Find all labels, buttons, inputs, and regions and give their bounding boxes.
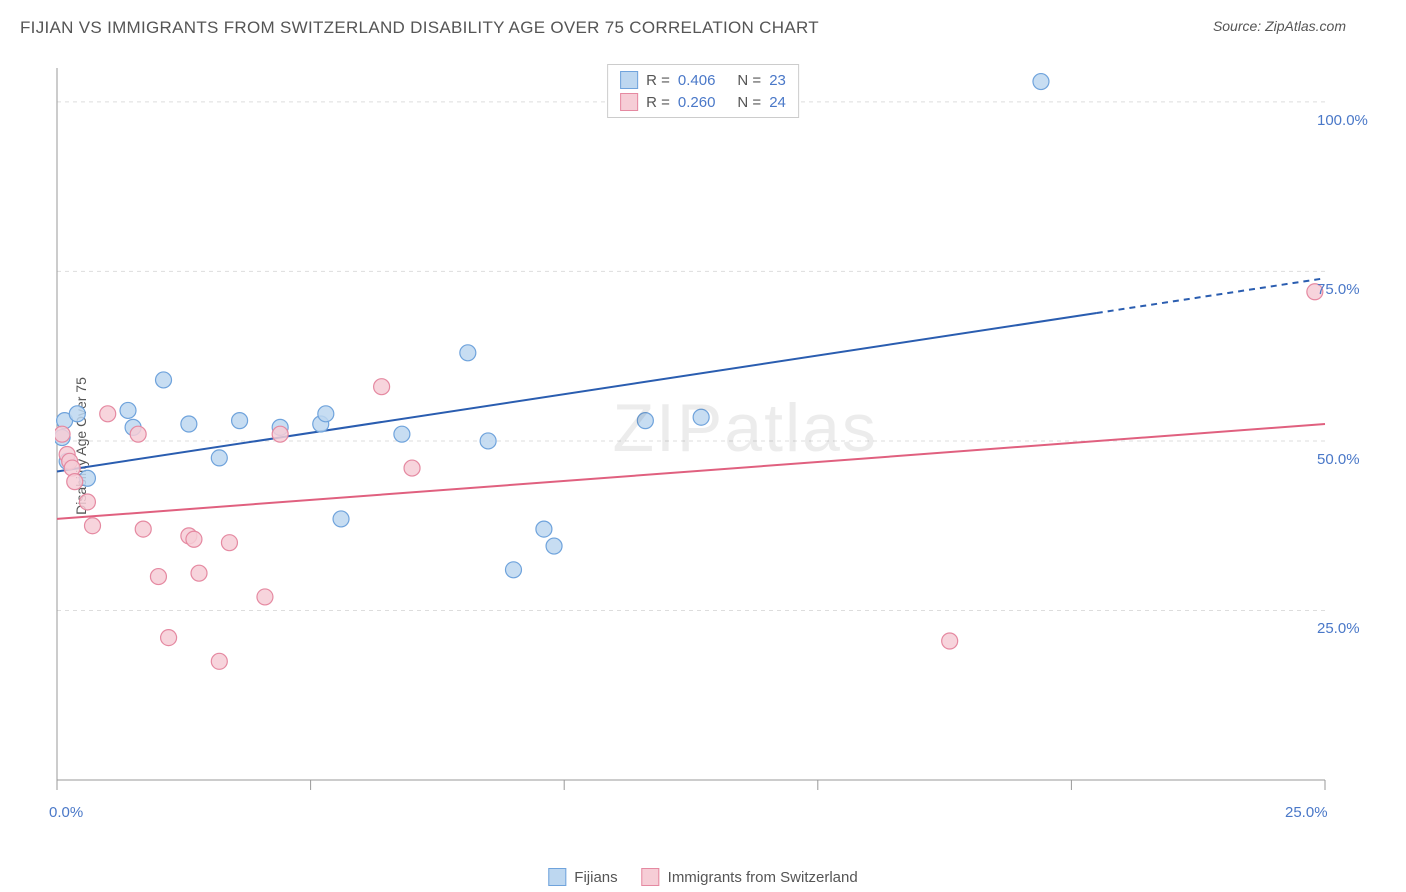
legend-n-value: 24 xyxy=(769,94,786,111)
legend-series-label: Immigrants from Switzerland xyxy=(668,869,858,886)
source-prefix: Source: xyxy=(1213,18,1265,34)
legend-correlation-box: R = 0.406 N = 23 R = 0.260 N = 24 xyxy=(607,64,799,118)
legend-r-label: R = xyxy=(646,72,670,89)
legend-r-value: 0.406 xyxy=(678,72,716,89)
legend-swatch xyxy=(642,868,660,886)
x-tick-label: 25.0% xyxy=(1285,804,1328,821)
legend-swatch xyxy=(620,71,638,89)
legend-n-label: N = xyxy=(737,72,761,89)
y-tick-label: 75.0% xyxy=(1317,281,1360,298)
chart-area xyxy=(55,60,1385,820)
legend-series: Fijians Immigrants from Switzerland xyxy=(548,868,857,886)
source-attribution: Source: ZipAtlas.com xyxy=(1213,18,1386,34)
legend-series-item: Fijians xyxy=(548,868,617,886)
source-name: ZipAtlas.com xyxy=(1265,18,1346,34)
y-tick-label: 100.0% xyxy=(1317,112,1368,129)
legend-swatch xyxy=(620,93,638,111)
legend-n-value: 23 xyxy=(769,72,786,89)
scatter-plot xyxy=(55,60,1385,820)
legend-r-label: R = xyxy=(646,94,670,111)
legend-correlation-row: R = 0.406 N = 23 xyxy=(620,69,786,91)
x-tick-label: 0.0% xyxy=(49,804,83,821)
legend-correlation-row: R = 0.260 N = 24 xyxy=(620,91,786,113)
legend-n-label: N = xyxy=(737,94,761,111)
y-tick-label: 25.0% xyxy=(1317,620,1360,637)
legend-swatch xyxy=(548,868,566,886)
legend-r-value: 0.260 xyxy=(678,94,716,111)
legend-series-label: Fijians xyxy=(574,869,617,886)
y-tick-label: 50.0% xyxy=(1317,451,1360,468)
chart-title: FIJIAN VS IMMIGRANTS FROM SWITZERLAND DI… xyxy=(20,18,819,38)
legend-series-item: Immigrants from Switzerland xyxy=(642,868,858,886)
